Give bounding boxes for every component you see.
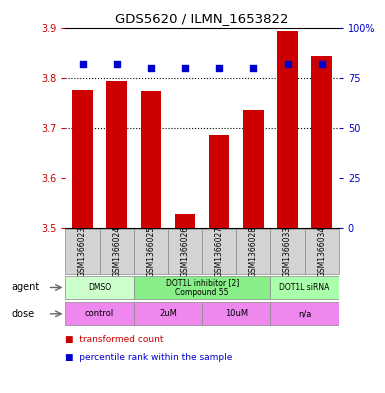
Text: control: control	[85, 309, 114, 318]
Bar	[202, 229, 236, 274]
Text: n/a: n/a	[298, 309, 311, 318]
Bar	[141, 91, 161, 228]
Bar	[209, 135, 229, 228]
Point	[319, 61, 325, 67]
Bar	[100, 229, 134, 274]
Text: GSM1366026: GSM1366026	[181, 226, 189, 277]
Point	[79, 61, 85, 67]
Bar	[65, 302, 134, 325]
Bar	[65, 276, 134, 299]
Text: GSM1366033: GSM1366033	[283, 226, 292, 277]
Bar	[72, 90, 93, 228]
Text: ■  percentile rank within the sample: ■ percentile rank within the sample	[65, 353, 233, 362]
Text: DMSO: DMSO	[88, 283, 111, 292]
Text: GSM1366023: GSM1366023	[78, 226, 87, 277]
Bar	[277, 31, 298, 228]
Bar	[243, 110, 264, 228]
Bar	[175, 215, 195, 228]
Text: 2uM: 2uM	[159, 309, 177, 318]
Text: DOT1L inhibitor [2]
Compound 55: DOT1L inhibitor [2] Compound 55	[166, 278, 239, 297]
Point	[285, 61, 291, 67]
Bar	[271, 276, 339, 299]
Bar	[311, 56, 332, 228]
Bar	[134, 229, 168, 274]
Text: GSM1366028: GSM1366028	[249, 226, 258, 277]
Point	[114, 61, 120, 67]
Point	[148, 64, 154, 71]
Text: ■  transformed count: ■ transformed count	[65, 335, 164, 344]
Bar	[305, 229, 339, 274]
Bar	[271, 229, 305, 274]
Bar	[202, 302, 271, 325]
Text: GSM1366025: GSM1366025	[146, 226, 156, 277]
Bar	[168, 229, 202, 274]
Point	[182, 64, 188, 71]
Text: 10uM: 10uM	[225, 309, 248, 318]
Point	[216, 64, 222, 71]
Bar	[271, 302, 339, 325]
Bar	[134, 276, 271, 299]
Bar	[134, 302, 202, 325]
Bar	[106, 81, 127, 228]
Text: DOT1L siRNA: DOT1L siRNA	[280, 283, 330, 292]
Text: GSM1366027: GSM1366027	[215, 226, 224, 277]
Point	[250, 64, 256, 71]
Text: GSM1366024: GSM1366024	[112, 226, 121, 277]
Bar	[236, 229, 271, 274]
Text: GSM1366034: GSM1366034	[317, 226, 326, 277]
Title: GDS5620 / ILMN_1653822: GDS5620 / ILMN_1653822	[116, 12, 289, 25]
Text: agent: agent	[12, 283, 40, 292]
Bar	[65, 229, 100, 274]
Text: dose: dose	[12, 309, 35, 319]
